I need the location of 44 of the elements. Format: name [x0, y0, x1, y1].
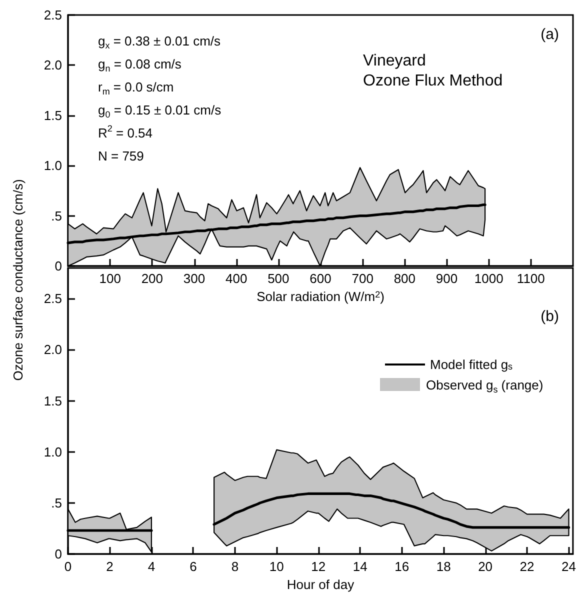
x-tick-label: 20 [478, 559, 493, 574]
y-tick-label: 0 [54, 546, 62, 562]
x-tick-label: 12 [311, 559, 326, 574]
x-tick-label: 6 [190, 559, 197, 574]
x-tick-label: 22 [520, 559, 534, 574]
x-tick-label: 400 [225, 271, 248, 286]
x-axis-title: Hour of day [286, 577, 355, 592]
y-tick-label: 2.0 [44, 342, 62, 358]
x-tick-label: 8 [231, 559, 239, 574]
x-tick-label: 16 [394, 559, 410, 574]
x-tick-label: 2 [106, 559, 114, 574]
x-tick-label: 800 [394, 271, 416, 286]
x-tick-label: 24 [562, 559, 576, 574]
x-tick-label: 600 [310, 271, 332, 286]
x-tick-label: 0 [64, 559, 72, 574]
y-tick-label: .5 [51, 208, 62, 224]
y-tick-label: 1.5 [44, 108, 62, 123]
y-axis-title: Ozone surface conductance (cm/s) [10, 179, 26, 381]
x-tick-label: 100 [99, 271, 121, 286]
x-tick-label: 300 [183, 271, 206, 286]
x-tick-label: 200 [141, 271, 164, 286]
text: Vineyard [363, 52, 426, 70]
x-tick-label: 1000 [474, 271, 504, 286]
x-tick-label: 4 [148, 559, 156, 574]
y-tick-label: 1.0 [44, 158, 62, 174]
x-tick-label: 10 [269, 559, 284, 574]
y-tick-label: .5 [51, 495, 62, 510]
x-tick-label: 14 [352, 559, 368, 574]
y-tick-label: 0 [54, 258, 62, 274]
x-tick-label: 1100 [516, 271, 545, 286]
annotation: (a) [540, 26, 560, 43]
y-tick-label: 2.5 [44, 8, 62, 22]
annotation: N = 759 [98, 148, 144, 164]
y-tick-label: 1.0 [44, 444, 62, 460]
x-tick-label: 700 [352, 271, 374, 286]
text: Ozone Flux Method [363, 72, 503, 90]
x-tick-label: 500 [268, 271, 290, 286]
y-tick-label: 2.0 [44, 58, 62, 73]
legend-label: Model fitted gs [430, 357, 514, 372]
y-tick-label: 1.5 [44, 393, 62, 408]
annotation: (b) [540, 308, 560, 325]
x-tick-label: 18 [436, 559, 451, 574]
x-tick-label: 900 [436, 271, 458, 286]
y-tick-label: 2.5 [44, 291, 62, 306]
